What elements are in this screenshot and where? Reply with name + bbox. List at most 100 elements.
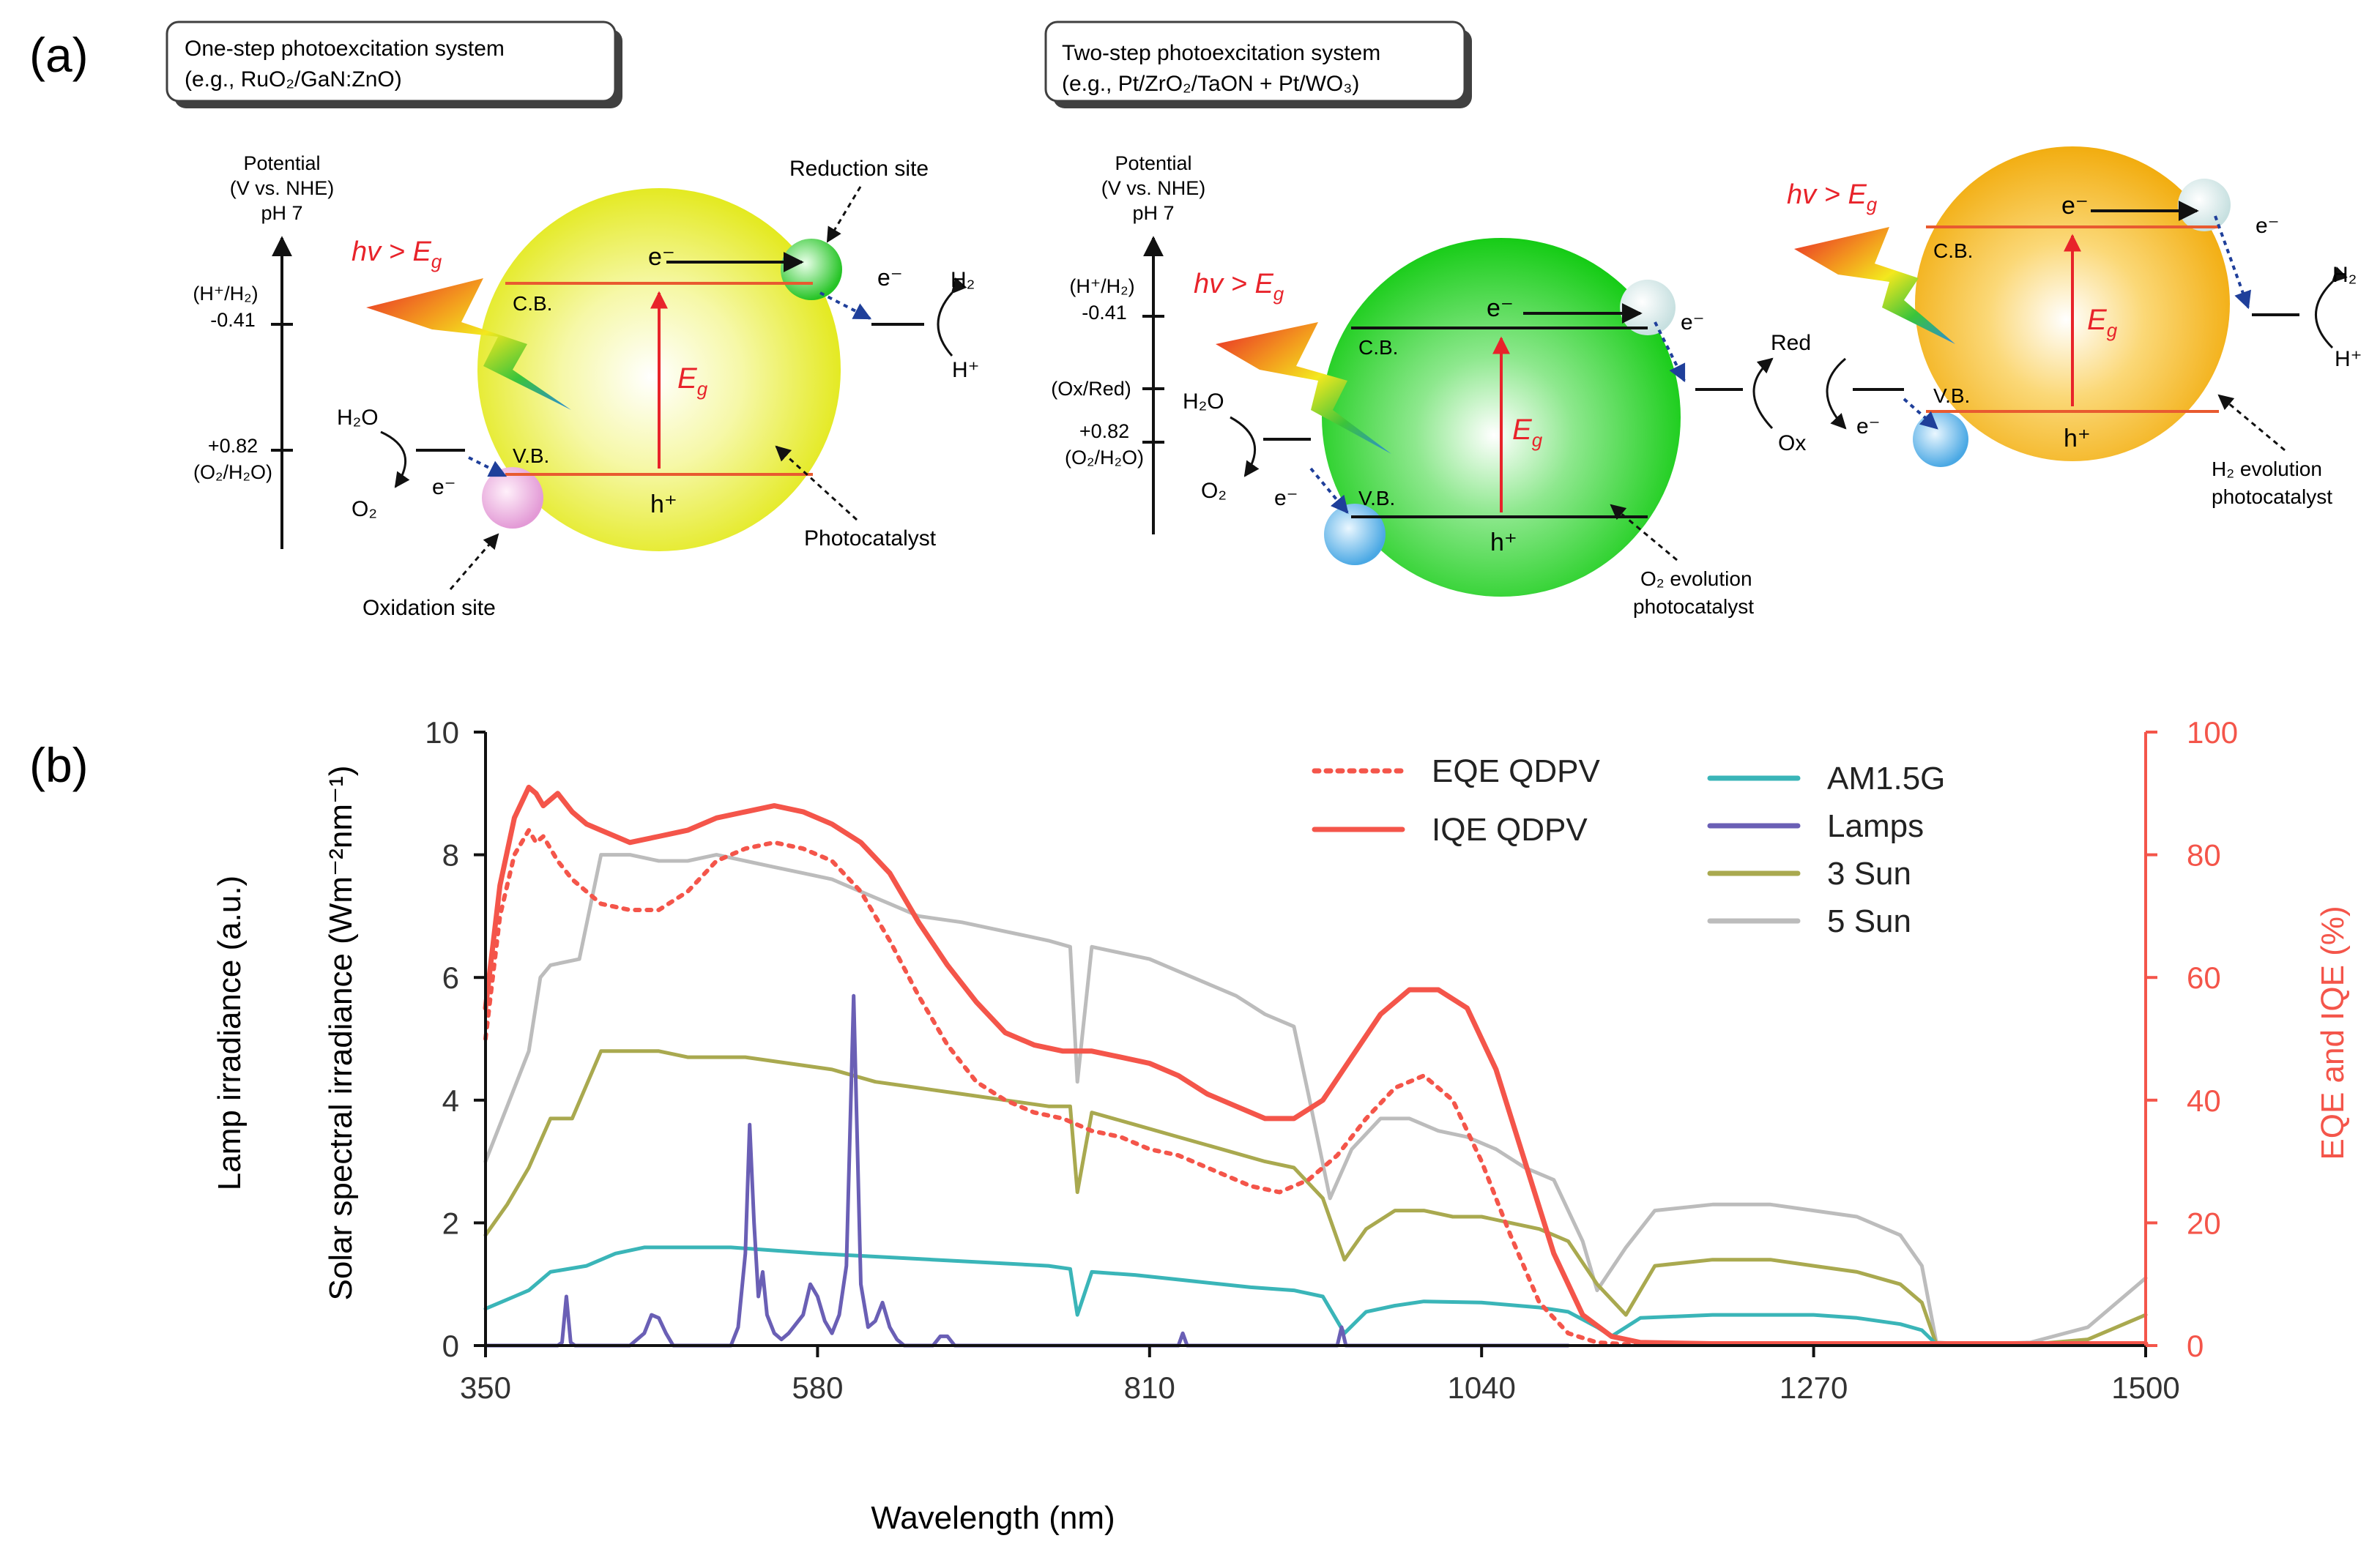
cb-label: C.B. [513,292,552,315]
h-couple-label-2: (H⁺/H₂) [1069,275,1134,297]
legend-label-3-sun: 3 Sun [1827,856,1911,892]
panel-b-chart: (b) 350 580 810 1040 1270 1500024681002040608… [29,715,2351,1536]
h2-label-2: H₂ [2332,263,2357,287]
electron-transfer-label: e⁻ [877,264,903,291]
y-left-tick-label: 8 [442,838,459,873]
potential-axis-1: Potential (V vs. NHE) pH 7 (H⁺/H₂) -0.41… [193,152,334,549]
panel-a-label: (a) [29,28,89,82]
legend: EQE QDPV IQE QDPV AM1.5G Lamps 3 Sun 5 Sun [1312,753,1945,939]
hole-label: h⁺ [650,490,677,518]
electron-label-7: e⁻ [2256,214,2280,238]
series-line-am1-5g [483,1245,2148,1346]
o-potential-value: +0.82 [208,435,258,457]
legend-label-lamps: Lamps [1827,808,1924,844]
electron-label-2: e⁻ [1487,294,1514,322]
bandgap-label-3: Eg [2087,304,2118,341]
o2-label-2: O₂ [1201,479,1227,503]
electron-label: e⁻ [648,243,675,271]
x-axis-label: Wavelength (nm) [871,1500,1115,1536]
cb-label-3: C.B. [1933,239,1973,262]
h2o-label-2: H₂O [1183,389,1224,414]
vb-label-2: V.B. [1358,487,1395,510]
panel-a: (a) One-step photoexcitation system (e.g… [29,20,2362,620]
h2-evolution-sphere: C.B. V.B. e⁻ h⁺ Eg hv > Eg e⁻ H₂ H⁺ H₂ e… [1787,146,2362,508]
h2-label: H₂ [951,268,975,292]
photocatalyst-sphere: C.B. V.B. e⁻ h⁺ Eg hv > Eg e⁻ H₂ H⁺ H₂O … [337,157,980,620]
h2-reduction-cocatalyst [2178,179,2231,231]
o-couple-label-2: (O₂/H₂O) [1065,447,1144,469]
h2-oxidation-cocatalyst [1913,411,1968,467]
light-bolt-icon [366,278,571,410]
photocatalyst-label: Photocatalyst [804,526,937,551]
legend-label-am1-5g: AM1.5G [1827,761,1945,796]
potential-title: Potential [243,152,320,174]
potential-units-2: (V vs. NHE) [1101,177,1206,199]
vb-label-3: V.B. [1933,384,1970,407]
reduction-site-cocatalyst [781,239,842,300]
o2-label: O₂ [352,497,377,521]
y-axis-label-solar: Solar spectral irradiance (Wm⁻²nm⁻¹) [323,765,359,1300]
o2-evolution-sphere: C.B. V.B. e⁻ h⁺ Eg hv > Eg H₂O O₂ e⁻ O₂ … [1183,238,1904,618]
reduction-site-label: Reduction site [789,157,929,181]
y-left-tick-label: 10 [425,715,459,750]
y-left-tick-label: 6 [442,960,459,995]
legend-label-eqe-qdpv: EQE QDPV [1432,753,1600,789]
oxidation-site-label: Oxidation site [362,596,496,620]
series-line-5-sun [483,853,2148,1346]
h2-evolution-label: H₂ evolution [2212,458,2322,480]
hplus-label-2: H⁺ [2335,347,2362,371]
oxidation-site-cocatalyst [482,467,543,529]
y-right-tick-label: 80 [2187,838,2221,873]
hplus-label: H⁺ [952,358,980,382]
o2-evolution-label: O₂ evolution [1640,567,1752,590]
red-label: Red [1771,331,1811,355]
two-step-box: Two-step photoexcitation system (e.g., P… [1044,20,1472,108]
potential-ph: pH 7 [261,202,302,224]
h-potential-value: -0.41 [210,309,256,331]
y-right-tick-label: 20 [2187,1206,2221,1240]
one-step-example: (e.g., RuO₂/GaN:ZnO) [185,67,402,92]
y-left-tick-label: 2 [442,1206,459,1240]
x-tick-label: 580 [792,1370,843,1405]
vb-label: V.B. [513,444,549,467]
y-right-tick-label: 60 [2187,960,2221,995]
x-tick-label: 1270 [1780,1370,1848,1405]
y-axis-label-right: EQE and IQE (%) [2315,906,2351,1160]
x-tick-label: 1040 [1447,1370,1515,1405]
electron-label-3: e⁻ [1274,486,1298,510]
o-potential-value-2: +0.82 [1079,420,1129,442]
light-bolt-icon-3 [1794,227,1955,344]
y-axis-label-lamp: Lamp irradiance (a.u.) [212,876,248,1190]
electron-label-5: e⁻ [1856,414,1881,439]
light-label-2: hv > Eg [1194,269,1284,305]
h-potential-value-2: -0.41 [1082,302,1127,324]
bandgap-label: Eg [677,362,708,400]
one-step-title: One-step photoexcitation system [185,37,505,61]
panel-b-label: (b) [29,738,89,792]
o2-cocatalyst [1324,504,1386,565]
series-line-iqe-qdpv [483,784,2149,1346]
bandgap-label-2: Eg [1512,414,1543,451]
o-couple-label: (O₂/H₂O) [193,461,272,483]
x-tick-label: 1500 [2111,1370,2179,1405]
y-right-tick-label: 40 [2187,1083,2221,1118]
o2-evolution-label-2: photocatalyst [1633,595,1754,618]
h2o-label: H₂O [337,406,379,430]
cb-label-2: C.B. [1358,336,1398,359]
potential-axis-2: Potential (V vs. NHE) pH 7 (H⁺/H₂) -0.41… [1051,152,1205,534]
h-couple-label: (H⁺/H₂) [193,283,258,305]
y-right-tick-label: 100 [2187,715,2238,750]
oxred-label: (Ox/Red) [1051,378,1131,400]
one-step-box: One-step photoexcitation system (e.g., R… [166,20,622,108]
potential-title-2: Potential [1115,152,1191,174]
h2-evolution-label-2: photocatalyst [2212,485,2332,508]
hole-label-3: h⁺ [2064,425,2091,452]
y-right-tick-label: 0 [2187,1329,2204,1363]
x-tick-label: 350 [460,1370,511,1405]
electron-label-6: e⁻ [2061,192,2089,220]
hole-label-2: h⁺ [1490,529,1517,556]
x-tick-label: 810 [1124,1370,1175,1405]
legend-label-5-sun: 5 Sun [1827,903,1911,939]
